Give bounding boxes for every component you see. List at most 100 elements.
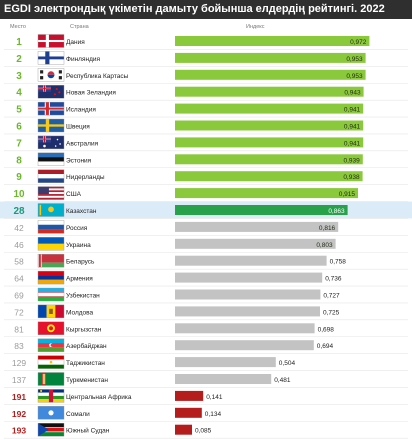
value-label: 0,694 — [317, 343, 334, 350]
south-sudan-flag-icon — [37, 423, 65, 437]
rank-label: 81 — [14, 324, 24, 334]
bar — [175, 188, 358, 199]
uzbekistan-flag-icon — [37, 287, 65, 302]
estonia-flag-icon — [37, 152, 65, 167]
bar — [175, 36, 370, 46]
bar — [175, 323, 315, 334]
value-label: 0,863 — [328, 208, 345, 215]
netherlands-flag-icon — [37, 169, 65, 183]
rank-label: 193 — [12, 426, 26, 436]
rank-label: 129 — [12, 358, 26, 368]
rank-label: 6 — [16, 122, 22, 133]
country-label: Швеция — [66, 124, 90, 131]
turkmenistan-flag-icon — [37, 372, 65, 386]
rank-label: 8 — [16, 155, 22, 166]
bar — [175, 137, 364, 148]
bar — [175, 306, 320, 317]
rank-label: 7 — [16, 138, 22, 149]
country-label: Нидерланды — [66, 174, 105, 181]
rank-label: 69 — [14, 291, 24, 301]
rank-label: 137 — [12, 375, 26, 385]
country-label: Сомали — [66, 411, 90, 418]
bar — [175, 69, 366, 80]
country-label: Республика Картасы — [66, 72, 129, 80]
country-label: США — [66, 191, 82, 198]
value-label: 0,941 — [344, 140, 361, 147]
country-label: Исландия — [66, 107, 96, 114]
country-label: Молдова — [66, 309, 94, 316]
country-label: Украина — [66, 242, 91, 249]
bar — [175, 390, 204, 401]
value-label: 0,816 — [319, 225, 336, 232]
value-label: 0,939 — [344, 157, 361, 164]
bar — [175, 357, 276, 368]
title-bar: EGDI электрондық үкіметін дамыту бойынша… — [0, 0, 412, 19]
bar — [175, 221, 339, 232]
rank-label: 72 — [14, 307, 24, 317]
bar — [175, 340, 314, 351]
rank-label: 192 — [12, 409, 26, 419]
rank-label: 64 — [14, 274, 24, 284]
sweden-flag-icon — [37, 118, 65, 133]
chart-title: EGDI электрондық үкіметін дамыту бойынша… — [4, 3, 385, 15]
index-column-header: Индекс — [246, 24, 265, 30]
country-label: Центральная Африка — [66, 394, 132, 401]
country-label: Казахстан — [66, 208, 97, 215]
bar — [175, 154, 363, 165]
value-label: 0,504 — [279, 360, 296, 367]
value-label: 0,481 — [274, 377, 291, 384]
finland-flag-icon — [37, 51, 65, 65]
country-label: Эстония — [66, 157, 92, 164]
country-label: Таджикистан — [66, 360, 105, 367]
rank-label: 3 — [16, 71, 22, 82]
value-label: 0,758 — [330, 259, 347, 266]
country-label: Дания — [66, 39, 85, 46]
value-label: 0,736 — [325, 276, 342, 283]
value-label: 0,141 — [206, 394, 223, 401]
country-label: Финляндия — [66, 56, 100, 63]
kyrgyzstan-flag-icon — [37, 321, 65, 335]
country-label: Узбекистан — [66, 292, 100, 300]
bar — [175, 238, 336, 249]
rank-label: 10 — [13, 189, 25, 200]
rank-label: 191 — [12, 392, 26, 402]
rank-label: 58 — [14, 257, 24, 267]
moldova-flag-icon — [37, 304, 65, 319]
country-label: Южный Судан — [66, 427, 110, 435]
country-label: Азербайджан — [66, 342, 107, 350]
rank-label: 28 — [13, 206, 25, 217]
country-label: Россия — [66, 225, 88, 232]
value-label: 0,953 — [346, 56, 363, 63]
value-label: 0,915 — [339, 191, 356, 198]
rank-label: 1 — [16, 37, 22, 48]
rank-label: 42 — [14, 223, 24, 233]
bar — [175, 272, 323, 283]
value-label: 0,727 — [323, 293, 340, 300]
bar — [175, 424, 192, 435]
country-column-header: Страна — [70, 24, 89, 30]
car-flag-icon — [37, 389, 65, 403]
country-label: Туркменистан — [66, 377, 108, 384]
tajikistan-flag-icon — [37, 355, 65, 369]
value-label: 0,943 — [344, 90, 361, 97]
value-label: 0,938 — [343, 174, 360, 181]
bar — [175, 255, 327, 266]
rank-label: 4 — [16, 88, 22, 99]
value-label: 0,803 — [316, 242, 333, 249]
bar — [175, 52, 366, 63]
rank-column-header: Место — [10, 24, 26, 30]
value-label: 0,134 — [205, 411, 222, 418]
country-label: Кыргызстан — [66, 326, 102, 333]
rank-label: 9 — [16, 172, 22, 183]
rank-label: 2 — [16, 54, 22, 65]
value-label: 0,941 — [344, 124, 361, 131]
value-label: 0,698 — [318, 326, 335, 333]
azerbaijan-flag-icon — [37, 338, 65, 352]
usa-flag-icon — [37, 186, 65, 200]
bar — [175, 205, 348, 215]
country-label: Армения — [66, 276, 93, 283]
belarus-flag-icon — [37, 253, 65, 268]
value-label: 0,725 — [323, 309, 340, 316]
bar — [175, 289, 321, 300]
